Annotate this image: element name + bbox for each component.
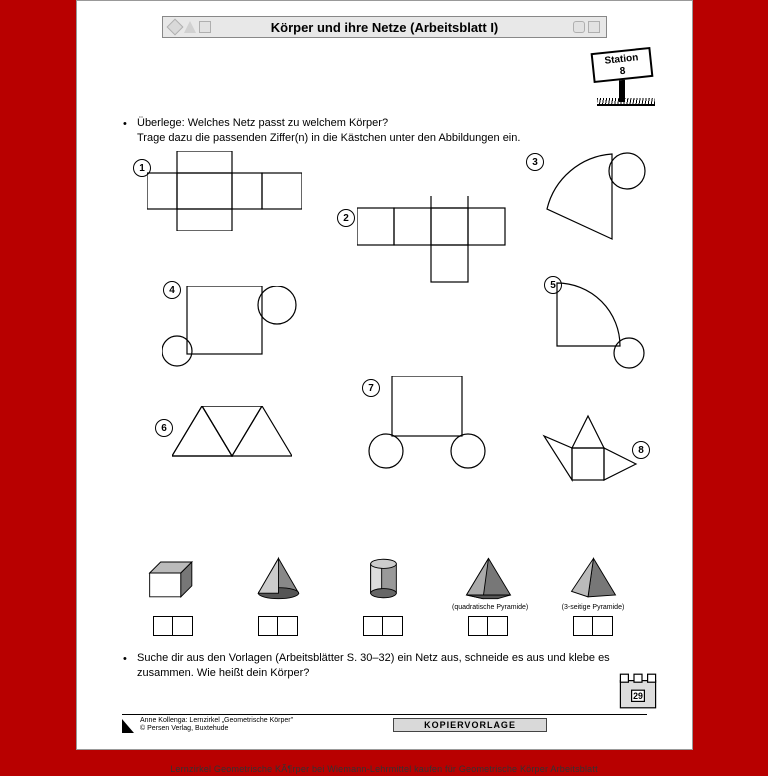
kopiervorlage-label: KOPIERVORLAGE	[393, 718, 547, 732]
net-6-tetra	[172, 406, 292, 461]
footer-rule	[122, 714, 647, 715]
instruction1-line2: Trage dazu die passenden Ziffer(n) in di…	[137, 132, 520, 144]
net-1-cuboid	[147, 151, 302, 231]
station-sign: Station 8	[589, 46, 664, 111]
title-bar: Körper und ihre Netze (Arbeitsblatt I)	[162, 16, 607, 38]
net-3-number: 3	[532, 157, 538, 168]
page-title: Körper und ihre Netze (Arbeitsblatt I)	[271, 20, 499, 35]
cone-icon	[251, 556, 306, 601]
answer-boxes[interactable]	[452, 616, 524, 636]
credit-line2: © Persen Verlag, Buxtehude	[140, 725, 228, 732]
solid-cylinder	[347, 556, 419, 636]
instruction2-line1: Suche dir aus den Vorlagen (Arbeitsblätt…	[137, 652, 610, 664]
net-2-badge: 2	[337, 209, 355, 227]
station-grass	[597, 98, 655, 106]
solid-cone	[242, 556, 314, 636]
footer-credit: Anne Kollenga: Lernzirkel „Geometrische …	[140, 717, 293, 732]
answer-boxes[interactable]	[242, 616, 314, 636]
net-1-number: 1	[139, 163, 145, 174]
solid-cylinder-caption	[347, 604, 419, 614]
sqpyramid-icon	[461, 556, 516, 601]
castle-icon: 29	[614, 663, 662, 711]
worksheet-page: Körper und ihre Netze (Arbeitsblatt I) S…	[76, 0, 693, 750]
net-2-number: 2	[343, 213, 349, 224]
outer-caption: Lernzirkel Geometrische KÃ¶rper bei Wiem…	[0, 764, 768, 774]
solid-cuboid	[137, 556, 209, 636]
net-3-cone	[542, 149, 652, 244]
solid-tri-pyramid: (3-seitige Pyramide)	[557, 556, 629, 636]
net-7-cylinder2	[367, 376, 487, 471]
net-4-cylinder	[162, 286, 307, 371]
bullet-icon: •	[123, 117, 127, 132]
instruction-1: • Überlege: Welches Netz passt zu welche…	[137, 116, 637, 146]
station-label: Station	[604, 52, 639, 66]
net-8-sqpyramid	[532, 406, 662, 496]
answer-boxes[interactable]	[137, 616, 209, 636]
cube-icon	[199, 21, 211, 33]
pencil-icon	[167, 19, 184, 36]
answer-boxes[interactable]	[557, 616, 629, 636]
net-2-cube	[357, 196, 507, 296]
net-6-number: 6	[161, 423, 167, 434]
station-board: Station 8	[591, 47, 654, 83]
net-6-badge: 6	[155, 419, 173, 437]
castle-number: 29	[633, 691, 643, 701]
solid-sqpyr-caption: (quadratische Pyramide)	[452, 604, 524, 614]
title-decor-right	[569, 17, 604, 37]
instruction1-line1: Überlege: Welches Netz passt zu welchem …	[137, 117, 388, 129]
answer-boxes[interactable]	[347, 616, 419, 636]
solid-tripyr-caption: (3-seitige Pyramide)	[557, 604, 629, 614]
solid-cone-caption	[242, 604, 314, 614]
cube-icon	[588, 21, 600, 33]
cuboid-icon	[146, 556, 201, 601]
solid-cuboid-caption	[137, 604, 209, 614]
cylinder-icon	[573, 21, 585, 33]
footer: Anne Kollenga: Lernzirkel „Geometrische …	[122, 716, 647, 734]
instruction-2: • Suche dir aus den Vorlagen (Arbeitsblä…	[137, 651, 617, 681]
title-decor-left	[165, 17, 215, 37]
net-5-cone2	[552, 281, 652, 371]
instruction2-line2: zusammen. Wie heißt dein Körper?	[137, 667, 309, 679]
solid-sq-pyramid: (quadratische Pyramide)	[452, 556, 524, 636]
station-number: 8	[619, 66, 626, 78]
cone-icon	[184, 21, 196, 33]
cylinder-icon	[356, 556, 411, 601]
bullet-icon: •	[123, 652, 127, 667]
credit-line1: Anne Kollenga: Lernzirkel „Geometrische …	[140, 717, 293, 724]
tripyramid-icon	[566, 556, 621, 601]
